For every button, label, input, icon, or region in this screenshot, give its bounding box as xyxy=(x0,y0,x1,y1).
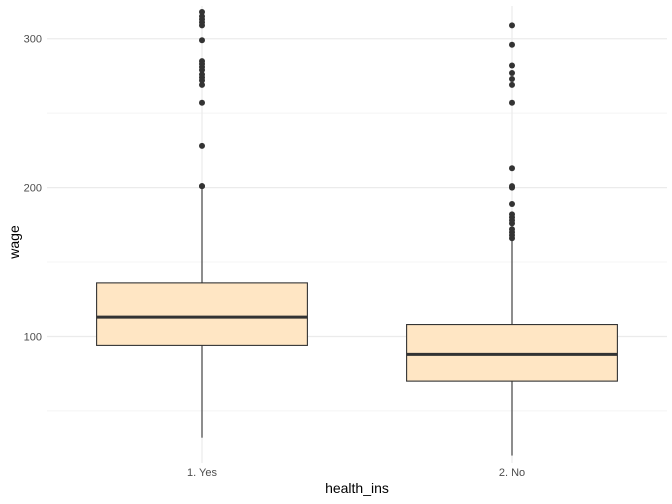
outlier-point xyxy=(199,81,205,88)
outlier-point xyxy=(509,165,515,172)
box-series xyxy=(96,8,618,456)
outlier-point xyxy=(199,8,205,15)
outlier-point xyxy=(509,75,515,82)
y-axis-ticks: 100 200 300 xyxy=(24,34,42,344)
x-tick-label-0: 1. Yes xyxy=(187,467,217,479)
outlier-point xyxy=(199,13,205,20)
y-tick-label-2: 300 xyxy=(24,34,42,46)
y-tick-label-1: 200 xyxy=(24,183,42,195)
outlier-point xyxy=(509,211,515,218)
outlier-point xyxy=(199,142,205,149)
outlier-point xyxy=(199,71,205,78)
outlier-point xyxy=(509,200,515,207)
iqr-box xyxy=(96,282,308,346)
outlier-point xyxy=(509,62,515,69)
y-axis-title: wage xyxy=(6,225,22,260)
grid-lines xyxy=(47,6,667,463)
outlier-point xyxy=(509,183,515,190)
outlier-point xyxy=(509,81,515,88)
outlier-point xyxy=(509,22,515,29)
outlier-point xyxy=(199,183,205,190)
outlier-point xyxy=(509,69,515,76)
outlier-point xyxy=(199,58,205,65)
x-axis-ticks: 1. Yes 2. No xyxy=(187,467,525,479)
box-0 xyxy=(96,8,308,438)
box-1 xyxy=(406,22,618,456)
x-tick-label-1: 2. No xyxy=(499,467,525,479)
y-tick-label-0: 100 xyxy=(24,331,42,343)
outlier-point xyxy=(509,99,515,106)
outlier-point xyxy=(509,226,515,233)
outlier-point xyxy=(199,99,205,106)
x-axis-title: health_ins xyxy=(325,480,389,496)
outlier-point xyxy=(199,37,205,44)
outlier-point xyxy=(509,41,515,48)
